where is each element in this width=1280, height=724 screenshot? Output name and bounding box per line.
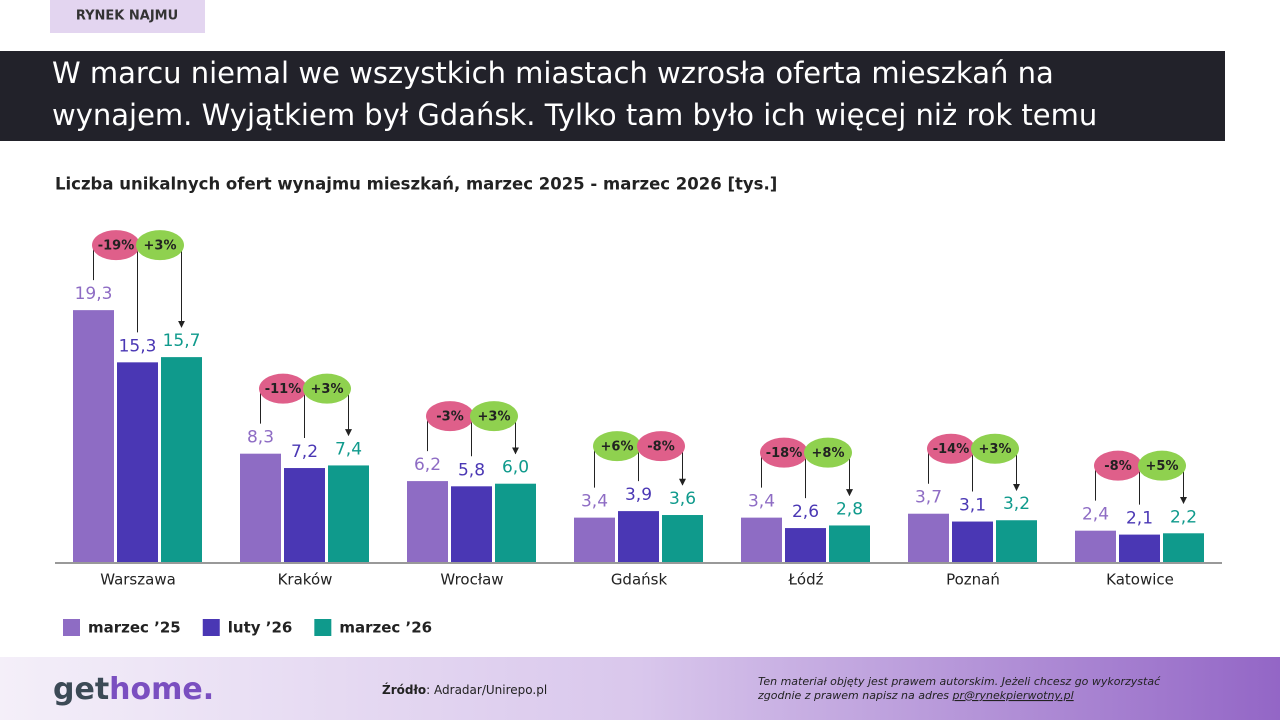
headline: wynajem. Wyjątkiem był Gdańsk. Tylko tam… [52,98,1097,132]
x-tick-label: Katowice [1106,571,1174,589]
bar [1075,530,1116,562]
bar [996,520,1037,562]
change-label: +3% [144,239,177,254]
x-tick-label: Gdańsk [611,571,668,589]
change-badge [1094,450,1142,481]
change-badge [804,437,852,468]
value-label: 6,0 [502,458,529,478]
value-label: 3,4 [581,492,608,512]
bar [161,357,202,562]
change-badge [971,433,1019,464]
bar [328,465,369,562]
value-label: 3,7 [915,488,942,508]
bar [618,511,659,562]
change-badge [92,230,140,261]
change-label: +6% [601,440,634,455]
bar [662,515,703,562]
change-label: -11% [265,382,302,397]
value-label: 3,9 [625,485,652,505]
change-label: +8% [812,446,845,461]
x-tick-label: Poznań [946,571,1000,589]
value-label: 15,3 [119,336,157,356]
footer-bg [0,657,1280,720]
change-badge [593,431,641,462]
note: Ten materiał objęty jest prawem autorski… [758,675,1161,688]
source: Źródło: Adradar/Unirepo.pl [382,682,547,697]
value-label: 3,4 [748,492,775,512]
bar [952,521,993,562]
tag: RYNEK NAJMU [76,9,178,24]
legend-label: marzec ’26 [339,619,432,637]
headline: W marcu niemal we wszystkich miastach wz… [52,56,1054,90]
bar [117,362,158,562]
bar [407,481,448,562]
value-label: 2,4 [1082,505,1109,525]
x-tick-label: Wrocław [440,571,503,589]
bar [829,525,870,562]
change-label: +3% [979,442,1012,457]
value-label: 2,8 [836,499,863,519]
change-badge [303,373,351,404]
legend-label: luty ’26 [228,619,293,637]
change-label: -14% [933,442,970,457]
value-label: 2,1 [1126,509,1153,529]
bar [908,513,949,562]
change-badge [259,373,307,404]
change-badge [1138,450,1186,481]
bar [1163,533,1204,562]
bar [574,517,615,562]
value-label: 15,7 [163,331,201,351]
change-label: -8% [1104,459,1131,474]
bar [451,486,492,562]
bar [73,310,114,562]
x-tick-label: Kraków [278,571,333,589]
value-label: 6,2 [414,455,441,475]
x-tick-label: Warszawa [100,571,176,589]
value-label: 2,2 [1170,507,1197,527]
value-label: 3,1 [959,496,986,516]
value-label: 2,6 [792,502,819,522]
value-label: 5,8 [458,460,485,480]
change-badge [470,401,518,432]
change-badge [927,433,975,464]
change-badge [760,437,808,468]
headline-bg [0,51,1225,141]
bar [240,453,281,562]
bar [785,528,826,562]
tag-bg [50,0,205,33]
change-label: +3% [311,382,344,397]
legend-swatch [202,619,220,636]
value-label: 3,2 [1003,494,1030,514]
bar [1119,534,1160,562]
value-label: 19,3 [75,284,113,304]
change-label: +3% [478,410,511,425]
chart-title: Liczba unikalnych ofert wynajmu mieszkań… [55,175,777,194]
change-label: -19% [98,239,135,254]
legend-label: marzec ’25 [88,619,181,637]
change-badge [426,401,474,432]
value-label: 3,6 [669,489,696,509]
legend-swatch [314,619,332,636]
change-badge [136,230,184,261]
change-badge [637,431,685,462]
x-tick-label: Łódź [787,571,823,589]
change-label: -3% [436,410,463,425]
change-label: +5% [1146,459,1179,474]
bar [741,517,782,562]
legend-swatch [63,619,80,636]
logo: gethome. [53,672,214,707]
change-label: -18% [766,446,803,461]
change-label: -8% [647,440,674,455]
value-label: 7,4 [335,439,362,459]
note: zgodnie z prawem napisz na adres pr@ryne… [757,689,1074,702]
bar [495,483,536,562]
bar [284,468,325,562]
value-label: 7,2 [291,442,318,462]
value-label: 8,3 [247,428,274,448]
